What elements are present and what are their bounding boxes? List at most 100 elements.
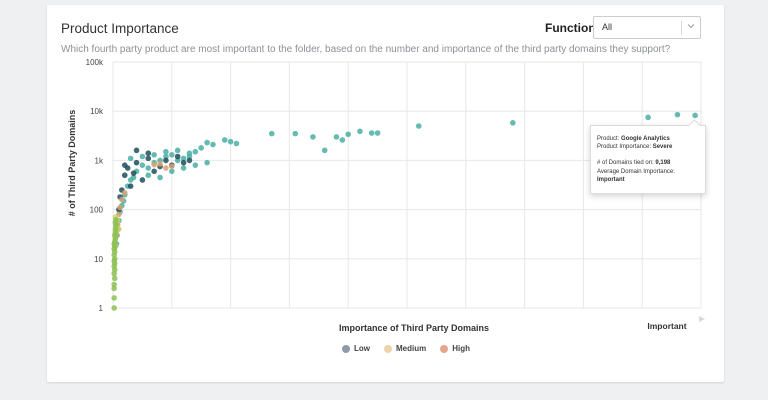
scatter-point[interactable] [692,112,698,119]
function-select[interactable]: All [593,16,701,39]
scatter-point[interactable] [127,183,134,189]
scatter-point[interactable] [180,159,187,166]
scatter-point[interactable] [133,159,140,166]
scatter-point[interactable] [157,174,163,181]
scatter-point[interactable] [121,189,128,196]
tooltip-avg-value: Important [597,176,625,183]
scatter-point[interactable] [151,168,157,175]
scatter-points [111,111,698,311]
legend-item-low[interactable]: Low [342,344,370,353]
card-subtitle: Which fourth party product are most impo… [61,44,671,55]
scatter-point[interactable] [645,114,651,121]
scatter-point[interactable] [113,217,119,223]
scatter-point[interactable] [227,138,234,145]
scatter-point[interactable] [368,130,375,136]
scatter-point[interactable] [333,134,340,140]
legend-swatch-medium [384,344,392,353]
y-tick-label: 1k [95,156,104,165]
scatter-point[interactable] [111,281,117,288]
scatter-point[interactable] [345,131,352,138]
function-select-value: All [602,22,613,32]
scatter-point[interactable] [233,140,240,147]
scatter-point[interactable] [180,155,187,162]
scatter-point[interactable] [145,172,152,179]
scatter-point[interactable] [198,145,204,151]
x-axis-label: Importance of Third Party Domains [339,323,489,333]
scatter-point[interactable] [374,130,381,136]
scatter-point[interactable] [124,165,131,171]
scatter-point[interactable] [127,177,134,183]
scatter-point[interactable] [163,165,169,171]
scatter-point[interactable] [111,295,117,301]
scatter-point[interactable] [121,172,128,179]
scatter-point[interactable] [119,196,125,203]
scatter-point[interactable] [111,305,117,311]
scatter-point[interactable] [204,139,210,146]
scatter-point[interactable] [174,157,181,164]
scatter-point[interactable] [674,111,681,118]
scatter-point[interactable] [117,204,123,211]
scatter-point[interactable] [192,162,199,168]
legend-label-medium: Medium [396,344,427,353]
tooltip-domains-value: 9,198 [655,160,671,167]
scatter-point[interactable] [145,165,152,171]
legend-swatch-low [342,344,350,353]
scatter-point[interactable] [111,285,117,292]
scatter-point[interactable] [163,153,169,160]
scatter-point[interactable] [221,137,228,143]
legend-item-high[interactable]: High [440,344,470,353]
tooltip-avg-label: Average Domain Importance: [597,168,675,175]
scatter-point[interactable] [174,147,181,154]
scatter-point[interactable] [163,157,169,164]
scatter-point[interactable] [151,161,157,168]
scatter-point[interactable] [145,155,152,162]
y-tick-label: 100 [90,206,104,215]
tooltip-product-value: Google Analytics [621,136,670,142]
scatter-point[interactable] [169,163,175,170]
scatter-point[interactable] [169,168,175,175]
function-filter-label: Function [545,21,596,35]
scatter-point[interactable] [157,161,163,167]
scatter-point[interactable] [415,123,422,129]
legend-item-medium[interactable]: Medium [384,344,426,353]
scatter-point[interactable] [180,165,187,171]
x-axis-end-label: Important [647,321,686,331]
scatter-point[interactable] [133,147,140,154]
scatter-point[interactable] [169,151,175,158]
scatter-point[interactable] [357,128,363,135]
scatter-point[interactable] [186,157,193,164]
scatter-point[interactable] [145,150,152,157]
product-importance-chart: 1 10 100 1k 10k 100k # of Third Party Domains… [67,58,705,333]
scatter-point[interactable] [510,120,516,126]
scatter-point[interactable] [192,148,199,155]
select-divider [681,21,682,35]
point-tooltip: Product: Google Analytics Product Import… [590,119,706,194]
scatter-point[interactable] [292,130,299,137]
chart-legend: Low Medium High [342,344,470,353]
scatter-point[interactable] [139,153,146,160]
scatter-point[interactable] [186,153,193,160]
scatter-point[interactable] [130,170,137,176]
legend-label-low: Low [354,344,370,353]
card-title: Product Importance [61,21,179,36]
scatter-point[interactable] [111,275,118,282]
scatter-point[interactable] [151,151,157,158]
scatter-point[interactable] [339,137,346,143]
scatter-point[interactable] [174,153,181,160]
y-tick-label: 100k [86,58,104,67]
scatter-point[interactable] [139,177,146,183]
scatter-point[interactable] [127,155,134,162]
scatter-point[interactable] [163,148,169,155]
scatter-point[interactable] [204,159,210,166]
legend-label-high: High [452,344,471,353]
y-tick-label: 10k [90,107,104,116]
x-axis-arrow-icon [699,316,705,322]
y-tick-label: 1 [99,304,104,313]
scatter-point[interactable] [321,147,328,154]
chevron-down-icon [687,24,695,29]
scatter-point[interactable] [139,162,146,168]
scatter-point[interactable] [210,141,216,148]
scatter-point[interactable] [310,134,316,140]
tooltip-importance-value: Severe [652,144,673,151]
scatter-point[interactable] [268,130,275,137]
